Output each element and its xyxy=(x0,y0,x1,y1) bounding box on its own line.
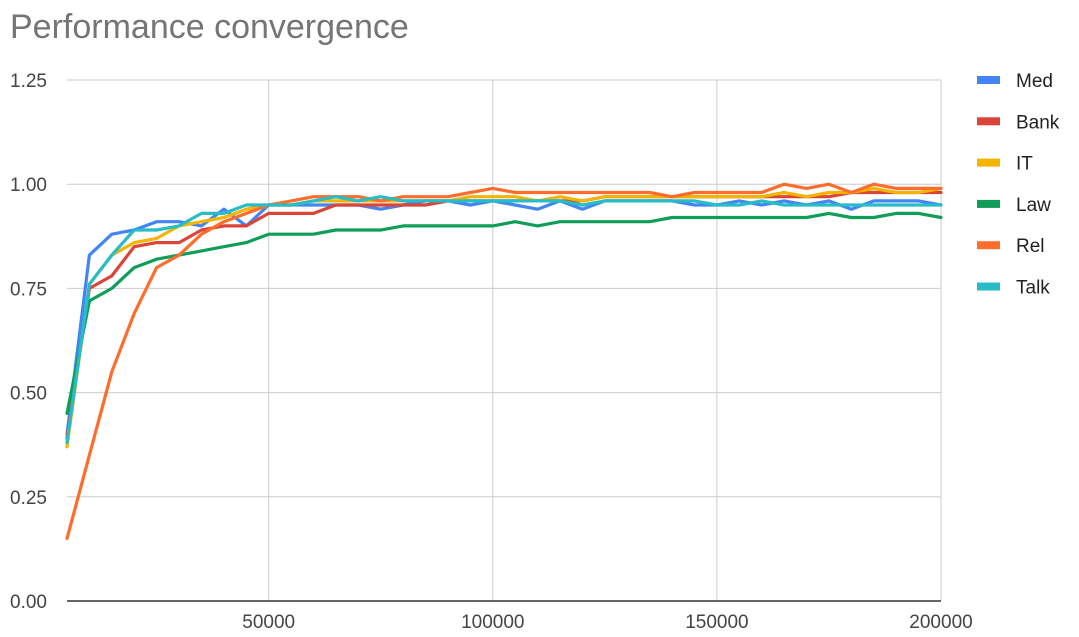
legend-swatch-law xyxy=(977,199,1000,208)
x-tick-label: 100000 xyxy=(461,612,524,633)
grid xyxy=(67,79,942,601)
series-line-med xyxy=(65,199,943,436)
y-tick-label: 1.00 xyxy=(10,175,47,196)
legend-swatch-rel xyxy=(977,241,1000,250)
legend-label-med: Med xyxy=(1016,71,1053,92)
legend-swatch-talk xyxy=(977,282,1000,291)
y-tick-label: 1.25 xyxy=(10,71,47,92)
legend-label-it: IT xyxy=(1016,154,1033,175)
legend: Med Bank IT Law Rel Talk xyxy=(977,71,1060,299)
legend-swatch-bank xyxy=(977,117,1000,126)
axes: 0.00 0.25 0.50 0.75 1.00 1.25 50000 100000 15000… xyxy=(10,71,973,633)
series-line-it xyxy=(65,186,943,449)
x-tick-label: 150000 xyxy=(685,612,748,633)
legend-label-rel: Rel xyxy=(1016,236,1045,257)
series-line-law xyxy=(65,211,943,415)
legend-label-bank: Bank xyxy=(1016,112,1060,133)
series-line-rel xyxy=(65,182,943,541)
legend-label-law: Law xyxy=(1016,195,1051,216)
series-line-talk xyxy=(65,195,943,445)
legend-label-talk: Talk xyxy=(1016,278,1050,299)
x-tick-label: 50000 xyxy=(242,612,295,633)
series-lines xyxy=(65,182,943,541)
legend-swatch-med xyxy=(977,76,1000,84)
y-tick-label: 0.50 xyxy=(10,384,47,405)
series-line-bank xyxy=(65,190,943,440)
y-tick-label: 0.75 xyxy=(10,279,47,300)
chart-title: Performance convergence xyxy=(10,8,409,46)
x-tick-label: 200000 xyxy=(909,612,972,633)
y-tick-label: 0.25 xyxy=(10,488,47,509)
legend-swatch-it xyxy=(977,158,1000,167)
y-tick-label: 0.00 xyxy=(10,592,47,613)
